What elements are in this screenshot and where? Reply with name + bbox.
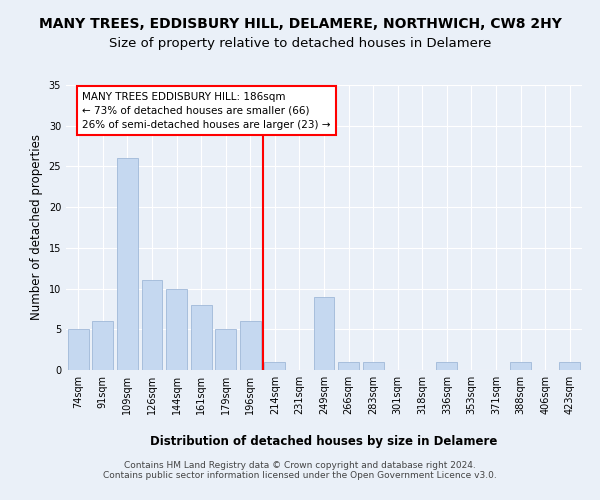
Bar (265, 362, 286, 370)
Text: Contains HM Land Registry data © Crown copyright and database right 2024.
Contai: Contains HM Land Registry data © Crown c… (103, 460, 497, 480)
Text: MANY TREES, EDDISBURY HILL, DELAMERE, NORTHWICH, CW8 2HY: MANY TREES, EDDISBURY HILL, DELAMERE, NO… (38, 18, 562, 32)
Bar (240, 321, 261, 370)
Text: Size of property relative to detached houses in Delamere: Size of property relative to detached ho… (109, 38, 491, 51)
Bar (436, 362, 457, 370)
Bar (191, 305, 212, 370)
Text: Distribution of detached houses by size in Delamere: Distribution of detached houses by size … (151, 435, 497, 448)
Bar (166, 288, 187, 370)
Bar (68, 330, 89, 370)
Bar (215, 330, 236, 370)
Bar (92, 321, 113, 370)
Text: MANY TREES EDDISBURY HILL: 186sqm
← 73% of detached houses are smaller (66)
26% : MANY TREES EDDISBURY HILL: 186sqm ← 73% … (82, 92, 331, 130)
Bar (559, 362, 580, 370)
Bar (117, 158, 138, 370)
Bar (510, 362, 531, 370)
Y-axis label: Number of detached properties: Number of detached properties (30, 134, 43, 320)
Bar (362, 362, 383, 370)
Bar (142, 280, 163, 370)
Bar (314, 296, 334, 370)
Bar (338, 362, 359, 370)
